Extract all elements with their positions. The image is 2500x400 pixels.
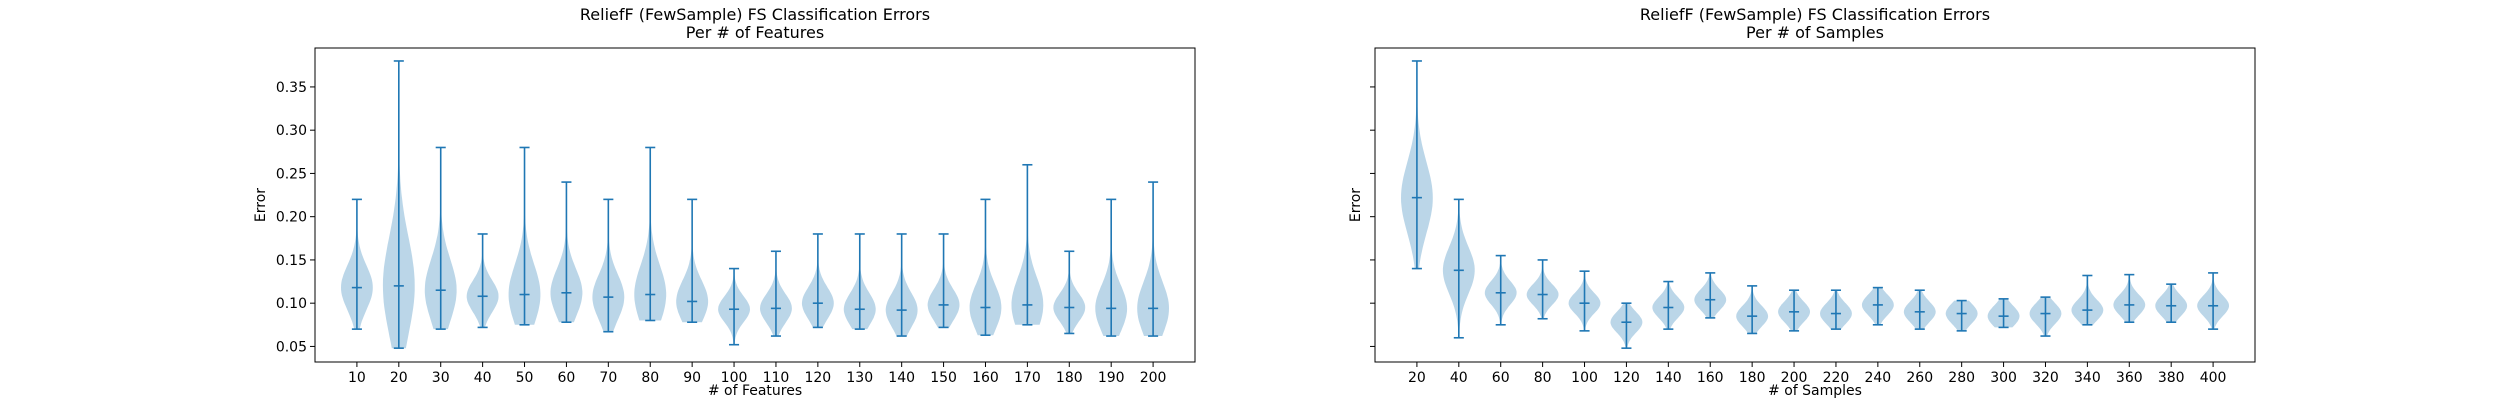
x-tick-label: 140: [888, 370, 915, 386]
y-axis-label: Error: [1348, 188, 1364, 222]
x-tick-label: 260: [1906, 370, 1933, 386]
x-tick-label: 100: [1571, 370, 1598, 386]
chart-subtitle: Per # of Samples: [1746, 23, 1884, 42]
x-tick-label: 30: [432, 370, 450, 386]
x-tick-label: 220: [1823, 370, 1850, 386]
x-tick-label: 80: [641, 370, 659, 386]
x-tick-label: 340: [2074, 370, 2101, 386]
y-tick-label: 0.30: [276, 123, 307, 139]
x-tick-label: 180: [1056, 370, 1083, 386]
x-tick-label: 20: [1408, 370, 1426, 386]
chart-title: ReliefF (FewSample) FS Classification Er…: [580, 5, 930, 24]
x-tick-label: 400: [2200, 370, 2227, 386]
x-tick-label: 40: [1450, 370, 1468, 386]
x-tick-label: 120: [804, 370, 831, 386]
x-tick-label: 50: [516, 370, 534, 386]
x-tick-label: 380: [2158, 370, 2185, 386]
x-tick-label: 110: [763, 370, 790, 386]
x-tick-label: 90: [683, 370, 701, 386]
plot-frame: [314, 47, 1196, 363]
x-tick-label: 160: [1697, 370, 1724, 386]
x-tick-label: 280: [1948, 370, 1975, 386]
chart-subtitle: Per # of Features: [686, 23, 824, 42]
x-tick-label: 80: [1534, 370, 1552, 386]
y-tick-label: 0.20: [276, 210, 307, 226]
violin-chart-samples: ReliefF (FewSample) FS Classification Er…: [1348, 5, 2256, 399]
x-axis-label: # of Features: [708, 383, 802, 399]
x-tick-label: 60: [558, 370, 576, 386]
x-tick-label: 180: [1739, 370, 1766, 386]
x-tick-label: 40: [474, 370, 492, 386]
x-tick-label: 240: [1864, 370, 1891, 386]
plot-frame: [1374, 47, 2256, 363]
x-tick-label: 200: [1781, 370, 1808, 386]
y-axis-label: Error: [253, 188, 269, 222]
x-tick-label: 20: [390, 370, 408, 386]
x-tick-label: 60: [1492, 370, 1510, 386]
x-tick-label: 190: [1098, 370, 1125, 386]
x-tick-label: 300: [1990, 370, 2017, 386]
x-tick-label: 70: [599, 370, 617, 386]
x-tick-label: 170: [1014, 370, 1041, 386]
x-tick-label: 130: [846, 370, 873, 386]
x-tick-label: 100: [721, 370, 748, 386]
x-axis-label: # of Samples: [1768, 383, 1862, 399]
y-tick-label: 0.35: [276, 80, 307, 96]
y-tick-label: 0.10: [276, 296, 307, 312]
y-tick-label: 0.05: [276, 339, 307, 355]
y-tick-label: 0.25: [276, 166, 307, 182]
x-tick-label: 120: [1613, 370, 1640, 386]
x-tick-label: 10: [348, 370, 366, 386]
chart-title: ReliefF (FewSample) FS Classification Er…: [1640, 5, 1990, 24]
x-tick-label: 200: [1140, 370, 1167, 386]
x-tick-label: 140: [1655, 370, 1682, 386]
violin-chart-features: ReliefF (FewSample) FS Classification Er…: [253, 5, 1196, 399]
x-tick-label: 160: [972, 370, 999, 386]
x-tick-label: 320: [2032, 370, 2059, 386]
x-tick-label: 150: [930, 370, 957, 386]
y-tick-label: 0.15: [276, 253, 307, 269]
x-tick-label: 360: [2116, 370, 2143, 386]
